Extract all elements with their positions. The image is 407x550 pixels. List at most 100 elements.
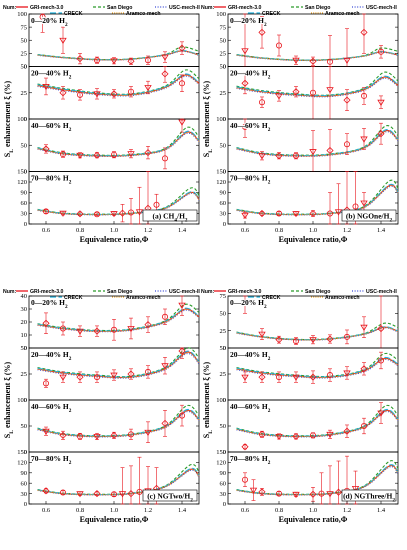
- y-tick-label: 75: [220, 293, 227, 300]
- data-point: [178, 44, 186, 52]
- data-point: [326, 431, 334, 439]
- data-point: [110, 431, 118, 439]
- series-line-gri-mech-3-0: [37, 74, 200, 96]
- y-axis-title-group: SL enhancement ξ (%): [3, 361, 15, 438]
- data-point: [241, 48, 249, 55]
- y-tick-label: 20: [21, 319, 28, 326]
- series-line-san-diego: [236, 71, 399, 96]
- data-point: [241, 79, 249, 87]
- y-axis-title: SL enhancement ξ (%): [202, 80, 214, 157]
- y-tick-label: 60: [220, 480, 227, 487]
- band-label: 0—20% H2: [230, 298, 267, 310]
- series-line-aramco-mech: [37, 410, 200, 438]
- data-point: [275, 93, 283, 100]
- y-tick-label: 0: [223, 449, 226, 456]
- series-line-aramco-mech: [37, 468, 200, 496]
- y-tick-label: 60: [21, 200, 28, 207]
- y-axis-title: SL enhancement ξ (%): [3, 361, 15, 438]
- band-4: 0 30 60 90 120 150 70—80% H2: [17, 449, 200, 508]
- legend-label: USC-mech-II: [366, 289, 397, 295]
- series-line-creck: [37, 409, 200, 437]
- data-point: [59, 431, 67, 439]
- y-tick-label: 10: [21, 332, 28, 339]
- legend-label: GRI-mech-3.0: [30, 289, 64, 295]
- band-label: 40—60% H2: [230, 121, 271, 133]
- y-tick-label: 100: [17, 397, 27, 404]
- band-label: 0—20% H2: [31, 298, 68, 310]
- series-line-gri-mech-3-0: [37, 308, 200, 332]
- data-point: [144, 149, 152, 157]
- fuel-label-box: [142, 489, 198, 502]
- data-point: [77, 91, 84, 98]
- data-point: [93, 151, 101, 159]
- x-tick-label: 1.2: [144, 507, 152, 514]
- y-tick-label: 90: [220, 190, 227, 197]
- data-point: [127, 209, 134, 216]
- y-tick-label: 50: [21, 423, 28, 430]
- data-point: [309, 57, 317, 65]
- y-tick-label: 50: [21, 64, 28, 71]
- band-1: 0 10 20 30 400—20% H2: [21, 293, 200, 352]
- data-point: [258, 99, 265, 106]
- data-point: [275, 434, 283, 441]
- x-tick-label: 0.8: [275, 507, 283, 514]
- series-line-creck: [37, 307, 200, 332]
- y-tick-label: 60: [21, 480, 28, 487]
- data-point: [292, 491, 300, 499]
- legend-prefix: Num:: [3, 289, 17, 295]
- x-tick-label: 1.4: [377, 227, 386, 234]
- y-tick-label: 90: [21, 190, 28, 197]
- x-tick-label: 0.8: [76, 227, 84, 234]
- fuel-label-box: [341, 489, 397, 502]
- data-point: [309, 89, 316, 96]
- data-point: [258, 431, 265, 438]
- series-line-aramco-mech: [236, 326, 399, 341]
- data-point: [144, 368, 151, 375]
- legend-label: Aramco-mech: [126, 295, 161, 301]
- data-point: [309, 209, 317, 218]
- y-tick-label: 150: [216, 449, 226, 456]
- data-point: [76, 55, 84, 63]
- data-point: [111, 326, 118, 333]
- series-line-aramco-mech: [236, 465, 399, 496]
- y-tick-label: 0: [24, 449, 27, 456]
- y-tick-label: 30: [21, 211, 28, 218]
- data-point: [326, 58, 333, 65]
- data-point: [135, 209, 144, 216]
- data-point: [60, 151, 67, 158]
- data-point: [360, 92, 367, 99]
- data-point: [111, 491, 118, 498]
- data-point: [343, 96, 351, 104]
- x-tick-label: 1.0: [309, 227, 317, 234]
- y-tick-label: 0: [223, 64, 226, 71]
- data-point: [127, 151, 135, 158]
- series-line-aramco-mech: [236, 410, 399, 438]
- y-tick-label: 0: [24, 397, 27, 404]
- data-point: [309, 490, 317, 498]
- y-tick-label: 100: [216, 11, 226, 18]
- y-axis-title-group: SL enhancement ξ (%): [3, 80, 15, 157]
- series-line-usc-mech-ii: [236, 327, 399, 341]
- data-point: [241, 123, 248, 130]
- data-point: [76, 152, 84, 160]
- data-point: [292, 152, 299, 159]
- x-tick-label: 0.6: [241, 507, 250, 514]
- data-point: [258, 209, 266, 218]
- legend-label: San Diego: [305, 289, 330, 295]
- legend-prefix: Num:: [201, 289, 215, 295]
- legend-label: CRECK: [262, 295, 281, 301]
- data-point: [94, 211, 101, 218]
- y-tick-label: 25: [220, 90, 227, 97]
- series-line-creck: [236, 75, 399, 97]
- series-line-usc-mech-ii: [37, 132, 200, 157]
- data-point: [43, 208, 50, 215]
- data-point: [258, 331, 266, 338]
- data-point: [292, 211, 300, 218]
- data-point: [326, 335, 334, 343]
- data-point: [93, 434, 101, 441]
